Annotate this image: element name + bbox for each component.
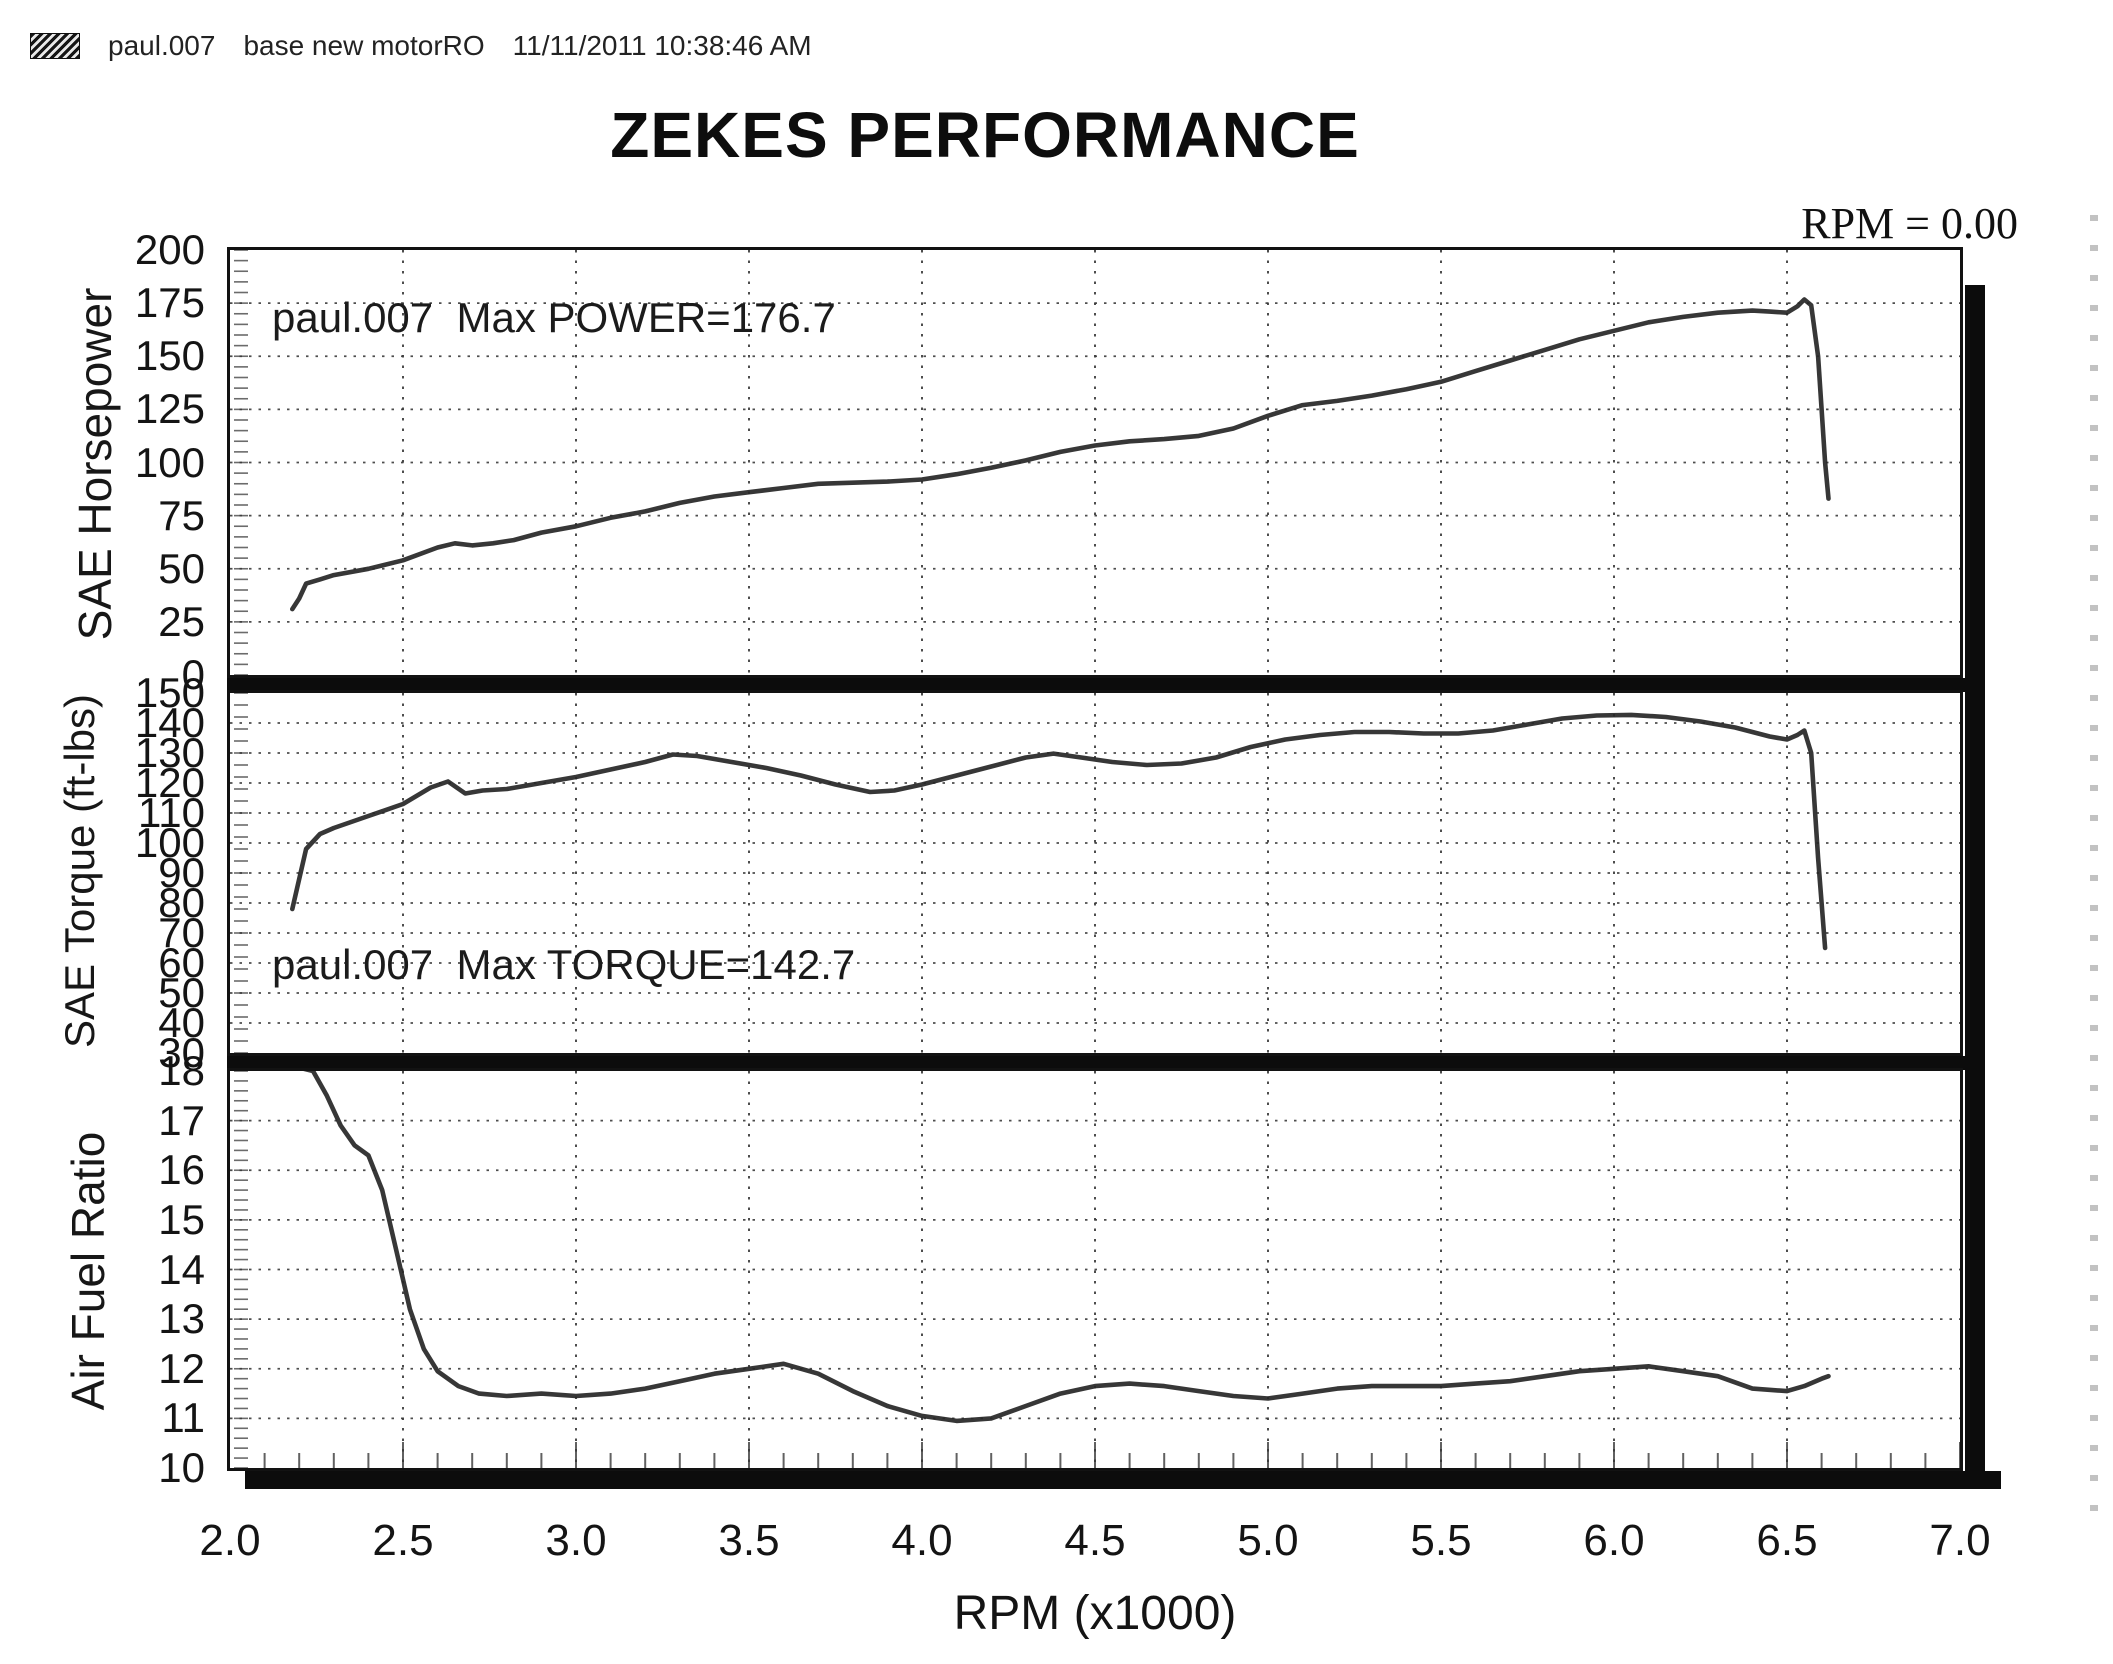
y-tick-label: 30 xyxy=(158,1029,205,1076)
y-tick-label: 140 xyxy=(134,699,205,746)
y-tick-label: 25 xyxy=(158,597,205,645)
y-tick-label: 14 xyxy=(158,1245,205,1293)
y-axis-ticks-horsepower: 200 175 150 125 100 75 50 25 0 xyxy=(0,229,205,696)
curve-air-fuel-ratio xyxy=(303,1071,1831,1424)
y-tick-label: 10 xyxy=(158,1444,205,1491)
rpm-readout: RPM = 0.00 xyxy=(1801,199,2018,248)
report-header: paul.007 base new motorRO 11/11/2011 10:… xyxy=(30,30,812,62)
report-title: ZEKES PERFORMANCE xyxy=(610,99,1360,171)
y-tick-label: 110 xyxy=(138,789,205,836)
y-tick-label: 18 xyxy=(158,1047,205,1094)
x-tick-label: 7.0 xyxy=(1929,1516,1991,1565)
x-tick-label: 4.5 xyxy=(1064,1516,1126,1565)
x-tick-label: 2.5 xyxy=(372,1516,434,1565)
y-tick-label: 80 xyxy=(158,879,205,926)
chart-shadow-right xyxy=(1965,285,1985,1483)
chart-shadow-bottom xyxy=(227,678,1983,692)
y-tick-label: 100 xyxy=(134,438,205,486)
y-tick-label: 13 xyxy=(158,1295,205,1343)
curve-horsepower xyxy=(290,297,1831,612)
y-tick-label: 40 xyxy=(158,999,205,1046)
plot-area-torque xyxy=(227,690,1963,1056)
y-axis-ticks-air-fuel-ratio: 18 17 16 15 14 13 12 11 10 xyxy=(0,1050,205,1489)
y-tick-label: 70 xyxy=(158,909,205,956)
document-icon xyxy=(30,33,80,59)
chart-canvas-air-fuel-ratio xyxy=(230,1071,1960,1468)
x-tick-label: 3.0 xyxy=(545,1516,607,1565)
scanner-edge-artifact xyxy=(2090,215,2098,1535)
x-tick-label: 2.0 xyxy=(199,1516,261,1565)
x-tick-label: 4.0 xyxy=(891,1516,953,1565)
header-filename: paul.007 xyxy=(108,30,216,61)
y-tick-label: 11 xyxy=(161,1394,205,1442)
x-tick-label: 5.0 xyxy=(1237,1516,1299,1565)
plot-area-air-fuel-ratio xyxy=(227,1068,1963,1471)
y-tick-label: 16 xyxy=(158,1146,205,1194)
y-tick-label: 17 xyxy=(158,1096,205,1144)
x-axis-title: RPM (x1000) xyxy=(953,1587,1237,1640)
chart-shadow-bottom xyxy=(227,1056,1983,1070)
y-tick-label: 0 xyxy=(181,651,205,698)
y-tick-label: 60 xyxy=(158,939,205,986)
y-tick-label: 150 xyxy=(134,669,205,716)
y-tick-label: 120 xyxy=(134,759,205,806)
y-tick-label: 100 xyxy=(134,819,205,866)
y-tick-label: 90 xyxy=(158,849,205,896)
y-tick-label: 130 xyxy=(134,729,205,776)
header-timestamp: 11/11/2011 10:38:46 AM xyxy=(512,30,812,61)
y-tick-label: 200 xyxy=(134,226,205,273)
chart-shadow-bottom xyxy=(245,1471,2001,1489)
y-tick-label: 175 xyxy=(134,279,205,327)
x-tick-label: 5.5 xyxy=(1410,1516,1472,1565)
y-axis-ticks-torque: 150 140 130 120 110 100 90 80 70 60 50 40 30 xyxy=(0,672,205,1074)
chart-canvas-torque xyxy=(230,693,1960,1053)
y-tick-label: 50 xyxy=(158,969,205,1016)
x-tick-label: 3.5 xyxy=(718,1516,780,1565)
y-tick-label: 50 xyxy=(158,544,205,592)
plot-area-horsepower xyxy=(227,247,1963,678)
chart-canvas-horsepower xyxy=(230,250,1960,675)
annotation-horsepower: paul.007 Max POWER=176.7 xyxy=(272,294,836,341)
curve-torque xyxy=(290,712,1828,951)
y-tick-label: 12 xyxy=(158,1344,205,1392)
annotation-torque: paul.007 Max TORQUE=142.7 xyxy=(272,941,856,988)
x-tick-label: 6.0 xyxy=(1583,1516,1645,1565)
y-tick-label: 75 xyxy=(158,491,205,539)
y-tick-label: 15 xyxy=(158,1195,205,1243)
y-tick-label: 125 xyxy=(134,385,205,433)
y-tick-label: 150 xyxy=(134,332,205,380)
x-tick-label: 6.5 xyxy=(1756,1516,1818,1565)
header-run-label: base new motorRO xyxy=(243,30,485,61)
